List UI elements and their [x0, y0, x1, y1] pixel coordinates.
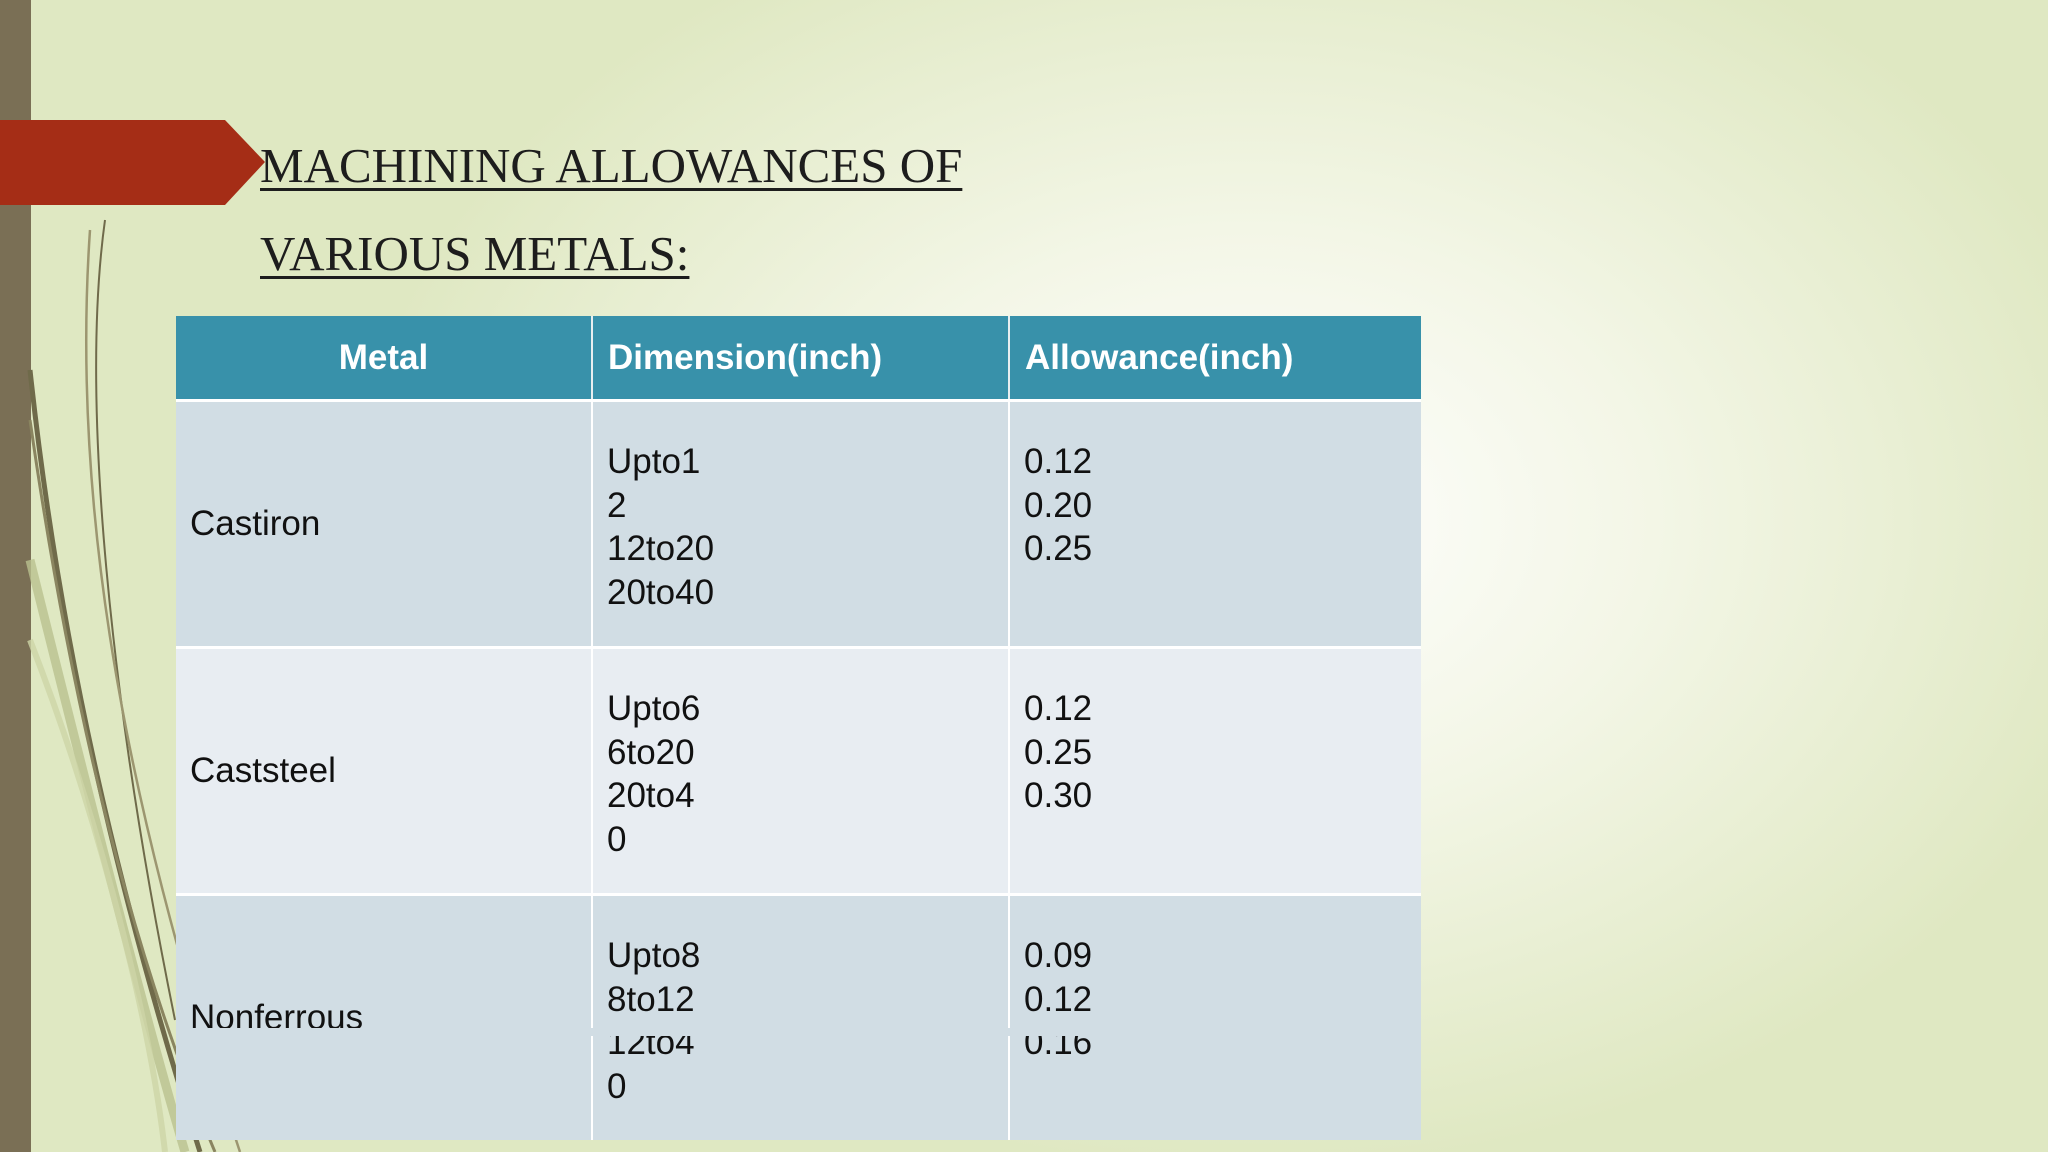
metal-cell: Caststeel [176, 646, 593, 895]
dimension-line: 0 [607, 1066, 627, 1106]
table-row: Nonferrous Upto8 8to12 12to4 0 0.09 0.12… [176, 893, 1421, 1140]
dimension-cell: Upto6 6to20 20to4 0 [592, 646, 1010, 895]
title-line-2: VARIOUS METALS: [260, 226, 690, 281]
allowance-line: 0.20 [1024, 485, 1093, 525]
dimension-line: 6to20 [607, 732, 695, 772]
title-line-1: MACHINING ALLOWANCES OF [260, 138, 963, 193]
header-metal: Metal [176, 316, 593, 401]
dimension-line: 2 [607, 485, 627, 525]
metal-cell: Castiron [176, 399, 593, 648]
dimension-line: 20to4 [607, 776, 695, 815]
table-header-row: Metal Dimension(inch) Allowance(inch) [176, 316, 1421, 401]
table-row: Castiron Upto1 2 12to20 20to40 0.12 0.20… [176, 399, 1421, 648]
allowance-line: 0.25 [1024, 529, 1093, 568]
allowance-cell: 0.12 0.25 0.30 [1009, 646, 1421, 895]
dimension-line: 20to40 [607, 572, 715, 612]
header-dimension: Dimension(inch) [592, 316, 1010, 401]
slide-title: MACHINING ALLOWANCES OF VARIOUS METALS: [260, 122, 962, 298]
title-accent-arrow [0, 120, 265, 205]
allowance-line: 0.12 [1024, 979, 1093, 1019]
allowance-line: 0.09 [1024, 936, 1093, 975]
dimension-line: Upto8 [607, 936, 701, 975]
table-row: Caststeel Upto6 6to20 20to4 0 0.12 0.25 … [176, 646, 1421, 895]
dimension-cell: Upto1 2 12to20 20to40 [592, 399, 1010, 648]
allowance-line: 0.12 [1024, 442, 1093, 481]
dimension-line: 8to12 [607, 979, 695, 1019]
allowance-line: 0.12 [1024, 689, 1093, 728]
allowance-line: 0.30 [1024, 776, 1093, 815]
allowance-line: 0.25 [1024, 732, 1093, 772]
dimension-line: 12to20 [607, 529, 715, 568]
metal-cell: Nonferrous [176, 893, 593, 1140]
dimension-line: Upto1 [607, 442, 701, 481]
allowance-cell: 0.12 0.20 0.25 [1009, 399, 1421, 648]
dimension-cell: Upto8 8to12 12to4 0 [592, 893, 1010, 1140]
dimension-line: 0 [607, 819, 627, 859]
dimension-line: Upto6 [607, 689, 701, 728]
table-bottom-edge [176, 1028, 1421, 1036]
allowance-cell: 0.09 0.12 0.16 [1009, 893, 1421, 1140]
header-allowance: Allowance(inch) [1009, 316, 1421, 401]
allowances-table: Metal Dimension(inch) Allowance(inch) Ca… [176, 316, 1421, 1140]
decorative-swooshes [25, 219, 242, 1152]
